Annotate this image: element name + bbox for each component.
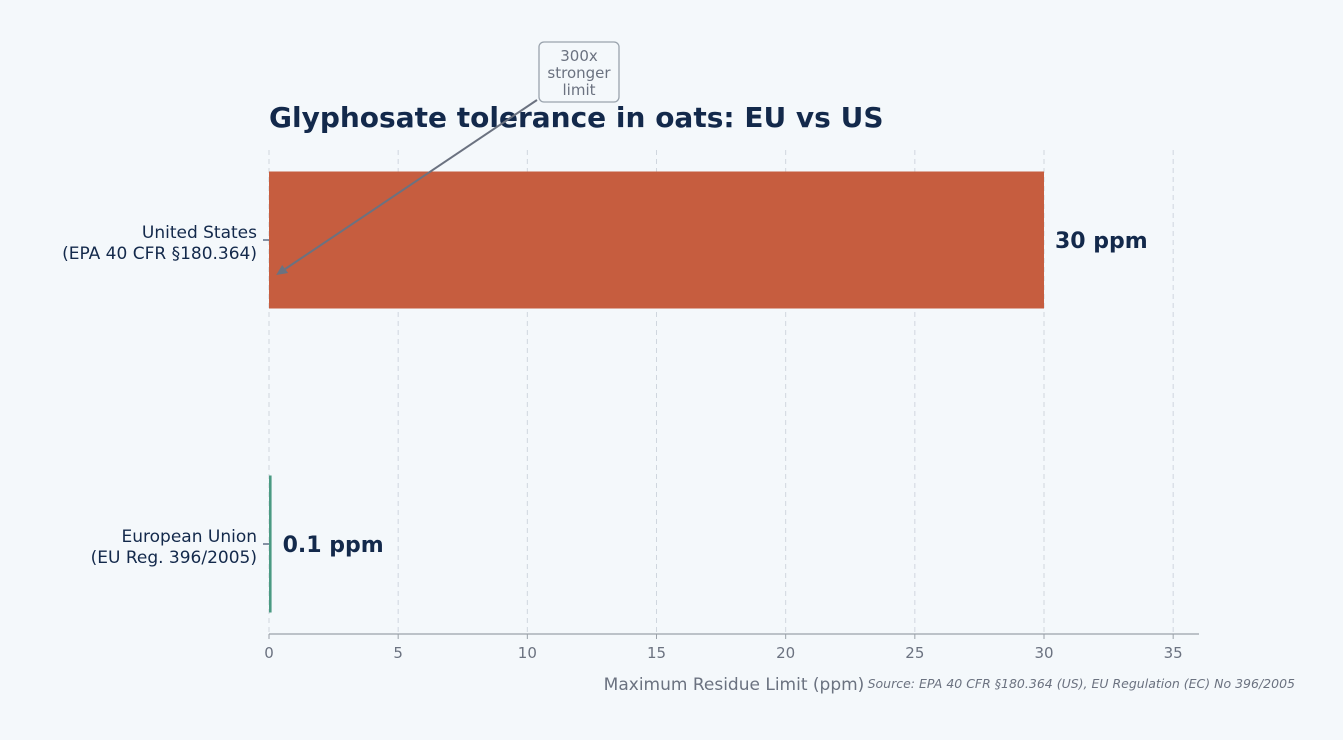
- x-tick-label: 30: [1034, 644, 1053, 662]
- x-tick-label: 20: [776, 644, 795, 662]
- category-labels: United States(EPA 40 CFR §180.364) Europe…: [62, 223, 269, 568]
- value-label: 30 ppm: [1055, 229, 1148, 254]
- annotation-text: limit: [563, 81, 596, 99]
- chart-title: Glyphosate tolerance in oats: EU vs US: [269, 101, 884, 134]
- x-tick-label: 5: [393, 644, 403, 662]
- source-note: Source: EPA 40 CFR §180.364 (US), EU Reg…: [868, 676, 1295, 691]
- annotation-arrowhead: [276, 265, 289, 275]
- x-tick-label: 35: [1164, 644, 1183, 662]
- annotation-text: stronger: [547, 64, 611, 82]
- category-label: United States: [142, 223, 257, 243]
- category-label: (EU Reg. 396/2005): [91, 548, 257, 568]
- bar: [269, 475, 272, 613]
- x-tick-label: 0: [264, 644, 274, 662]
- annotation-box: [538, 41, 620, 103]
- bars: 30 ppm 0.1 ppm: [269, 171, 1148, 613]
- x-axis: 0 5 10 15 20 25 30 35: [264, 633, 1199, 662]
- category-label: European Union: [122, 527, 258, 547]
- annotation-text: 300x: [560, 47, 598, 65]
- x-tick-label: 25: [905, 644, 924, 662]
- x-axis-label: Maximum Residue Limit (ppm): [604, 675, 865, 695]
- category-label: (EPA 40 CFR §180.364): [62, 244, 257, 264]
- value-label: 0.1 ppm: [283, 533, 384, 558]
- x-tick-label: 10: [518, 644, 537, 662]
- annotation-arrow: [284, 99, 538, 270]
- bar: [269, 171, 1044, 309]
- x-tick-label: 15: [647, 644, 666, 662]
